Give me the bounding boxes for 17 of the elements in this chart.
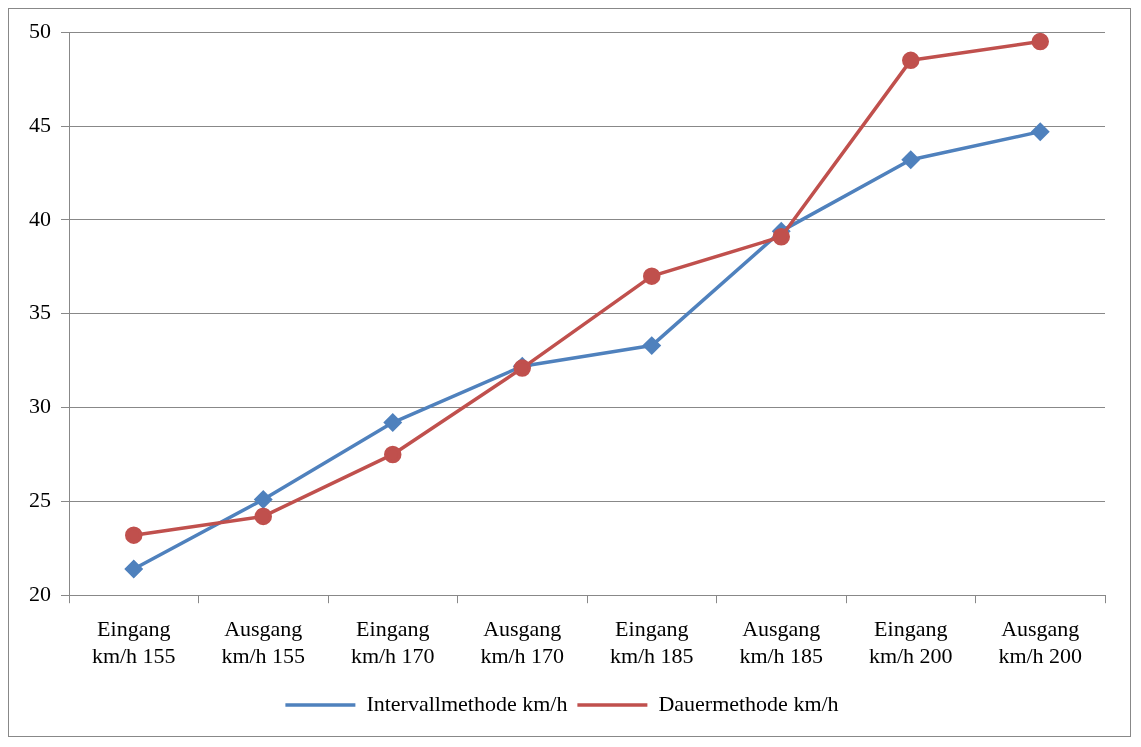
x-tick-label: Eingang km/h 185 (609, 616, 694, 668)
x-tick-label: Ausgang km/h 170 (480, 616, 565, 668)
y-tick-label: 20 (29, 580, 51, 606)
y-tick-label: 50 (29, 17, 51, 43)
y-tick-label: 30 (29, 393, 51, 419)
y-tick-label: 40 (29, 205, 51, 231)
x-tick-label: Ausgang km/h 200 (998, 616, 1083, 668)
x-tick-label: Eingang km/h 200 (868, 616, 953, 668)
y-tick-label: 25 (29, 487, 51, 513)
x-tick-label: Ausgang km/h 185 (739, 616, 824, 668)
x-tick-label: Eingang km/h 155 (91, 616, 176, 668)
y-tick-label: 35 (29, 299, 51, 325)
legend-label: Intervallmethode km/h (366, 690, 568, 716)
x-tick-label: Ausgang km/h 155 (221, 616, 306, 668)
legend-label: Dauermethode km/h (658, 690, 839, 716)
y-tick-label: 45 (29, 111, 51, 137)
x-tick-label: Eingang km/h 170 (350, 616, 435, 668)
